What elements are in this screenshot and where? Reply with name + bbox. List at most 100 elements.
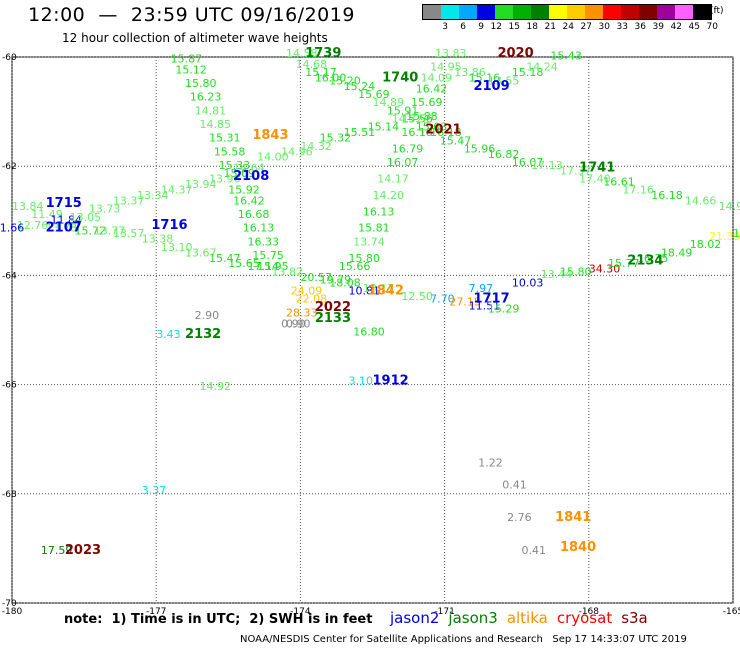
wave-height-label: 14.20: [373, 189, 405, 202]
wave-height-label: 0.90: [286, 317, 311, 330]
wave-height-label: 2.90: [195, 309, 220, 322]
wave-height-label: 15.51: [344, 126, 376, 139]
wave-height-label: 16.13: [243, 222, 275, 235]
wave-height-label: 15.31: [209, 132, 241, 145]
pass-time-labels: 1739 1740 2020 2109 1843 2021 1741 2108 1715 2107…: [46, 46, 664, 558]
wave-height-label: 14.92: [199, 380, 231, 393]
wave-height-label: 13.74: [353, 235, 385, 248]
wave-height-label: 14.32: [300, 140, 332, 153]
legend-swatch: [441, 5, 459, 19]
wave-height-label: 15.09: [223, 167, 255, 180]
legend-swatch: [459, 5, 477, 19]
wave-height-labels: 15.8715.1215.8016.2314.8114.8515.3115.58…: [0, 47, 740, 557]
wave-height-label: 18.08: [329, 276, 361, 289]
legend-label: 9: [478, 22, 484, 32]
wave-height-label: 15.77: [608, 257, 640, 270]
map-title: 12:00 — 23:59 UTC 09/16/2019: [28, 4, 355, 26]
legend-swatch: [639, 5, 657, 19]
wave-height-label: 15.95: [257, 260, 289, 273]
wave-height-label: 14.66: [685, 194, 717, 207]
legend-swatch: [603, 5, 621, 19]
wave-height-label: 13.94: [185, 178, 217, 191]
lat-tick-label: -70: [2, 599, 17, 609]
wave-height-label: 14.72: [392, 113, 424, 126]
wave-height-label: 14.95: [430, 61, 462, 74]
legend-label: 21: [544, 22, 556, 32]
pass-time-label: 2109: [473, 79, 509, 94]
wave-height-label: 14.96: [281, 145, 313, 158]
wave-height-label: 15.32: [320, 132, 352, 145]
legend-label: 70: [706, 22, 718, 32]
legend-label: 45: [688, 22, 700, 32]
legend-swatch: [675, 5, 693, 19]
pass-time-label: 2133: [315, 311, 351, 326]
pass-time-label: 2132: [185, 327, 221, 342]
wave-height-label: 18.02: [690, 238, 722, 251]
wave-height-label: 14.17: [377, 173, 409, 186]
wave-height-label: 13.34: [137, 189, 169, 202]
wave-height-label: 16.68: [238, 208, 270, 221]
wave-height-label: 14.89: [373, 96, 405, 109]
wave-height-label: 13.67: [185, 246, 217, 259]
wave-height-label: 16.80: [353, 325, 385, 338]
legend-unit: (ft): [710, 6, 724, 16]
wave-height-label: 13.55: [488, 74, 520, 87]
wave-height-label: 15.66: [339, 260, 371, 273]
wave-height-label: 15.87: [171, 52, 203, 65]
wave-height-label: 15.69: [358, 88, 390, 101]
wave-height-label: 15.80: [185, 77, 217, 90]
wave-height-label: 16.13: [363, 205, 395, 218]
pass-time-label: 2134: [627, 253, 663, 268]
wave-height-label: 10.81: [348, 285, 380, 298]
wave-height-label: 14.90: [719, 200, 740, 213]
lat-tick-label: -64: [2, 271, 17, 281]
wave-height-label: 14.64: [233, 162, 265, 175]
pass-time-label: 2108: [233, 169, 269, 184]
lon-tick-label: -174: [290, 607, 311, 617]
wave-height-label: 3.10: [348, 375, 373, 388]
legend-swatch: [657, 5, 675, 19]
wave-height-label: 13.86: [454, 66, 486, 79]
wave-height-label: 15.96: [464, 143, 496, 156]
wave-height-label: 13.73: [89, 203, 121, 216]
pass-time-label: 1912: [373, 374, 409, 389]
wave-height-label: 15.12: [175, 63, 207, 76]
wave-height-label: 16.18: [651, 189, 683, 202]
wave-height-label: 14.68: [296, 58, 328, 71]
wave-height-label: 11.49: [31, 208, 63, 221]
wave-height-label: 13.96: [209, 173, 241, 186]
wave-height-label: 13.57: [113, 227, 145, 240]
wave-height-label: 13.05: [70, 211, 102, 224]
pass-time-label: 1841: [555, 510, 591, 525]
color-legend: 3 6 9 12 15 18 21 24 27 30 33 36 39 42 45 70 (ft): [422, 4, 724, 34]
map-grid: [11, 56, 734, 604]
wave-height-label: 15.20: [329, 74, 361, 87]
lat-tick-label: -68: [2, 490, 17, 500]
legend-label: 12: [490, 22, 502, 32]
wave-height-label: 15.80: [348, 252, 380, 265]
wave-height-label: 15.80: [560, 265, 592, 278]
wave-height-label: 15.72: [74, 224, 106, 237]
wave-height-label: 15.16: [469, 72, 501, 85]
wave-height-label: 15.17: [305, 66, 337, 79]
wave-height-label: 16.35: [637, 252, 669, 265]
legend-swatch: [585, 5, 603, 19]
wave-height-label: 15.92: [228, 184, 259, 197]
footer-note: note: 1) Time is in UTC; 2) SWH is in fe…: [64, 612, 373, 627]
pass-time-label: 1843: [252, 128, 288, 143]
pass-time-label: 2020: [497, 46, 533, 61]
legend-swatch: [567, 5, 585, 19]
wave-height-label: 7.70: [430, 293, 455, 306]
wave-height-label: 14.00: [257, 151, 289, 164]
wave-height-label: 18.49: [661, 246, 693, 259]
wave-height-label: 16.18: [430, 126, 462, 139]
wave-height-label: 10.03: [512, 276, 543, 289]
lon-tick-label: -171: [434, 607, 454, 617]
wave-height-label: 18.03: [733, 227, 740, 240]
wave-height-label: 14.09: [421, 72, 453, 85]
wave-height-label: 12.76: [17, 219, 49, 232]
pass-time-label: 1840: [560, 540, 596, 555]
footer-credit: NOAA/NESDIS Center for Satellite Applica…: [240, 634, 687, 645]
wave-height-label: 13.17: [363, 282, 395, 295]
pass-time-label: 1715: [46, 196, 82, 211]
